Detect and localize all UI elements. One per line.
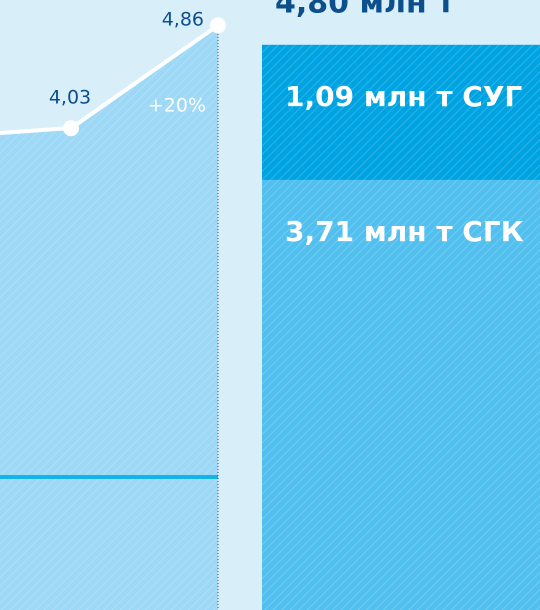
value-label: 4,03 <box>49 87 91 109</box>
area-hatch <box>0 25 218 610</box>
bar-hatch <box>262 44 540 180</box>
line-chart: 4,03 4,86 +20% <box>49 9 226 137</box>
bar-title: 4,80 млн т <box>275 0 455 21</box>
line-lead <box>0 126 72 135</box>
annotation: +20% <box>148 95 206 117</box>
segment-label: 3,71 млн т СГК <box>285 215 524 248</box>
point <box>210 17 226 34</box>
bar-chart: 3,71 млн т СГК 1,09 млн т СУГ <box>262 44 540 610</box>
value-label: 4,86 <box>162 9 204 31</box>
segment-label: 1,09 млн т СУГ <box>285 80 522 113</box>
bar-hatch <box>262 179 540 610</box>
point <box>63 120 79 137</box>
line <box>69 23 220 130</box>
